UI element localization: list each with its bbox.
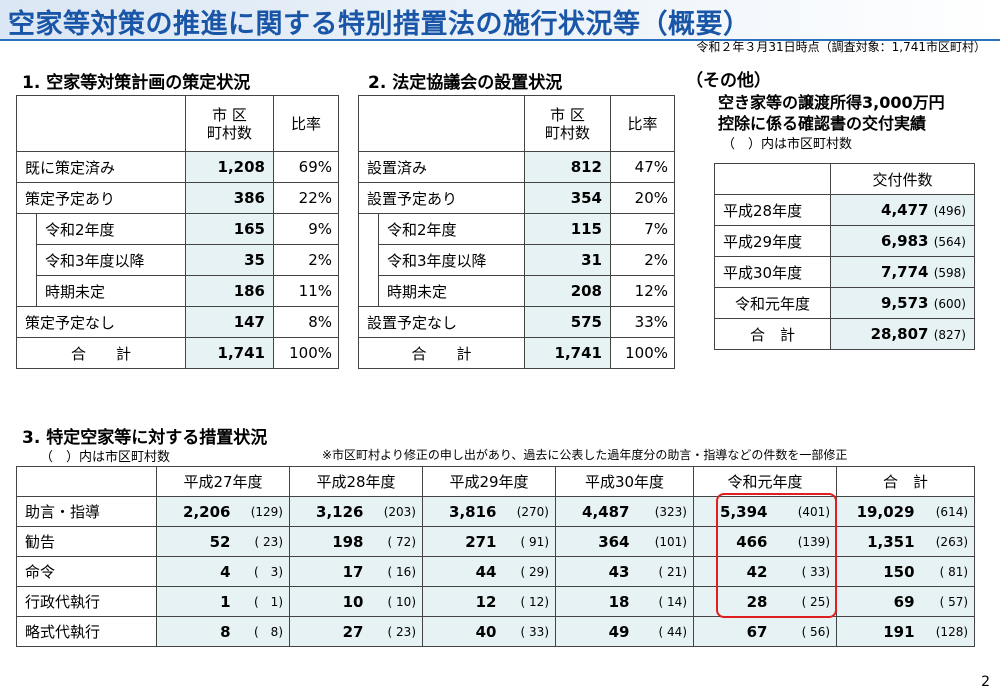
header-blank xyxy=(16,466,157,497)
col-header: 合 計 xyxy=(836,466,976,497)
as-of-note: 令和２年３月31日時点（調査対象：1,741市区町村） xyxy=(696,40,986,54)
col-rate-header: 比率 xyxy=(610,95,675,152)
section3-note-left: （ ）内は市区町村数 xyxy=(40,450,171,465)
col-header: 令和元年度 xyxy=(692,466,838,497)
table-row: 令和元年度 9,573 (600) xyxy=(714,287,975,319)
section3-heading: 3. 特定空家等に対する措置状況 xyxy=(22,428,268,448)
total-row: 合 計 28,807 (827) xyxy=(714,318,975,350)
other-note: （ ）内は市区町村数 xyxy=(722,137,853,152)
table-row: 令和2年度 165 9% xyxy=(16,213,339,245)
measures-table: 平成27年度 平成28年度 平成29年度 平成30年度 令和元年度 合 計 助言… xyxy=(16,466,976,647)
table-row: 命令 4( 3) 17( 16) 44( 29) 43( 21) 42( 33)… xyxy=(16,556,976,587)
other-heading: （その他） xyxy=(686,71,771,91)
plan-status-table: 市 区 町村数 比率 既に策定済み 1,208 69% 策定予定あり 386 2… xyxy=(16,95,339,369)
col-header: 平成29年度 xyxy=(422,466,556,497)
table-row: 令和3年度以降 31 2% xyxy=(358,244,675,276)
title-divider xyxy=(0,39,1000,41)
section3-note-right: ※市区町村より修正の申し出があり、過去に公表した過年度分の助言・指導などの件数を… xyxy=(322,448,848,462)
table-row: 既に策定済み 1,208 69% xyxy=(16,151,339,183)
table-row: 設置予定あり 354 20% xyxy=(358,182,675,214)
table-row: 策定予定あり 386 22% xyxy=(16,182,339,214)
table-row: 時期未定 208 12% xyxy=(358,275,675,307)
total-row: 合 計 1,741 100% xyxy=(358,337,675,369)
council-status-table: 市 区 町村数 比率 設置済み 812 47% 設置予定あり 354 20% 令… xyxy=(358,95,675,369)
col-rate-header: 比率 xyxy=(273,95,339,152)
table-row: 策定予定なし 147 8% xyxy=(16,306,339,338)
table-row: 令和2年度 115 7% xyxy=(358,213,675,245)
table-row: 時期未定 186 11% xyxy=(16,275,339,307)
table-row: 略式代執行 8( 8) 27( 23) 40( 33) 49( 44) 67( … xyxy=(16,616,976,647)
col-header: 平成27年度 xyxy=(156,466,290,497)
total-row: 合 計 1,741 100% xyxy=(16,337,339,369)
table-row: 勧告 52( 23) 198( 72) 271( 91) 364 (101) 46… xyxy=(16,526,976,557)
table-row: 平成30年度 7,774 (598) xyxy=(714,256,975,288)
other-subheading-2: 控除に係る確認書の交付実績 xyxy=(718,114,927,133)
table-row: 平成29年度 6,983 (564) xyxy=(714,225,975,257)
table-row: 設置予定なし 575 33% xyxy=(358,306,675,338)
tax-certificate-table: 交付件数 平成28年度 4,477 (496) 平成29年度 6,983 (56… xyxy=(714,163,975,350)
other-subheading-1: 空き家等の譲渡所得3,000万円 xyxy=(718,93,945,112)
col-header: 平成30年度 xyxy=(555,466,694,497)
table-row: 助言・指導 2,206 (129) 3,126 (203) 3,816 (270) 4… xyxy=(16,496,976,527)
table-row: 平成28年度 4,477 (496) xyxy=(714,194,975,226)
section2-heading: 2. 法定協議会の設置状況 xyxy=(368,73,563,93)
section1-heading: 1. 空家等対策計画の策定状況 xyxy=(22,73,251,93)
col-count-header: 市 区 町村数 xyxy=(185,95,274,152)
table-row: 設置済み 812 47% xyxy=(358,151,675,183)
header-blank xyxy=(358,95,525,152)
col-count-header: 市 区 町村数 xyxy=(524,95,611,152)
header-blank xyxy=(714,163,831,195)
header-blank xyxy=(16,95,186,152)
title-bar xyxy=(0,0,1000,40)
page-number: 2 xyxy=(981,674,990,690)
page-title: 空家等対策の推進に関する特別措置法の施行状況等（概要） xyxy=(8,9,751,40)
table-row: 令和3年度以降 35 2% xyxy=(16,244,339,276)
col-issued-header: 交付件数 xyxy=(830,163,975,195)
col-header: 平成28年度 xyxy=(289,466,423,497)
highlight-box xyxy=(716,493,837,618)
